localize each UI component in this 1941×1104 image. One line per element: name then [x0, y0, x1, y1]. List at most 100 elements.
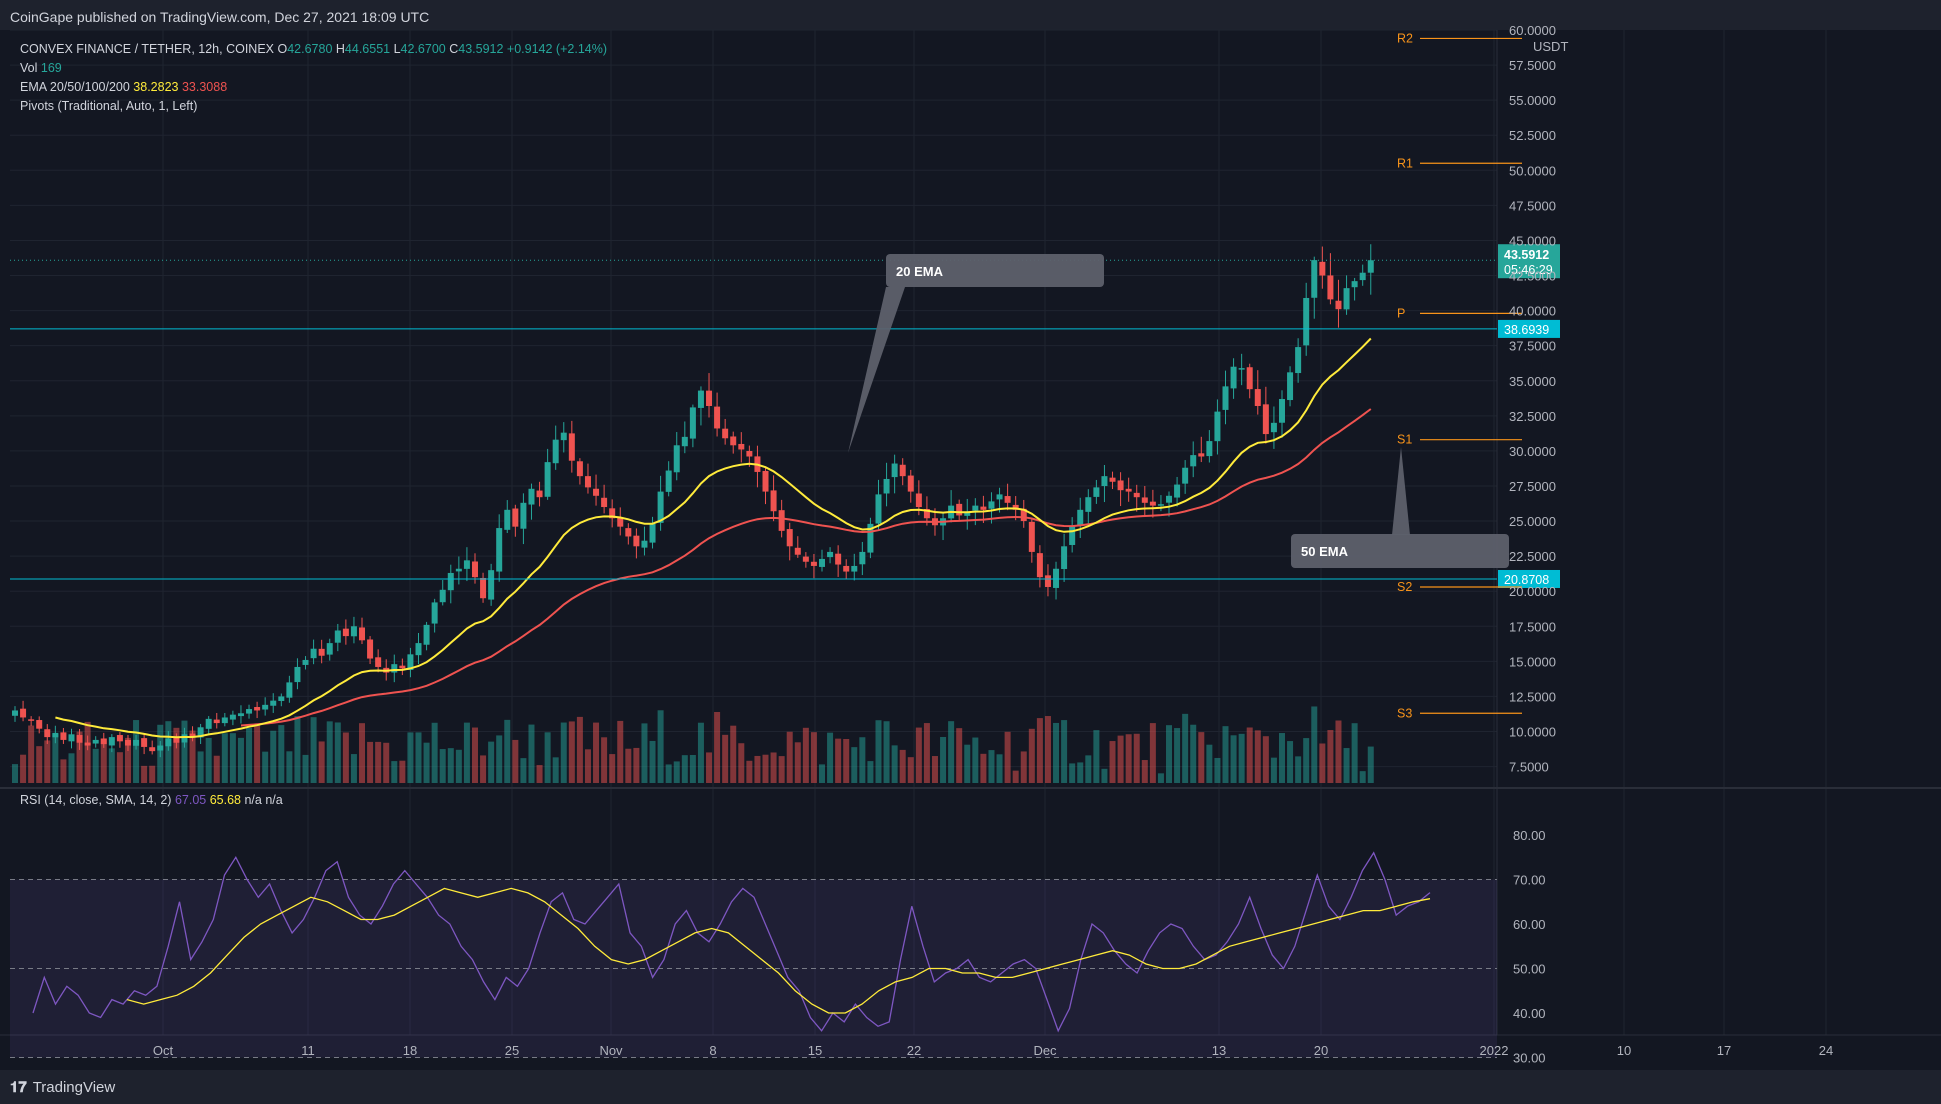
candle-body [1174, 484, 1181, 498]
volume-bar [181, 720, 188, 783]
volume-bar [262, 751, 269, 783]
callout-50-ema-box [1291, 534, 1509, 568]
volume-bar [36, 746, 43, 783]
volume-bar [778, 756, 785, 783]
candle-body [141, 738, 148, 747]
candle-body [12, 710, 18, 716]
volume-bar [1278, 733, 1285, 783]
level-tag [1498, 569, 1560, 588]
candle [875, 479, 882, 531]
candle [964, 498, 971, 530]
volume-bar [488, 741, 495, 783]
volume-bar [350, 754, 357, 783]
volume-bar [633, 747, 640, 783]
volume-bar [1069, 763, 1076, 783]
candle-body [730, 436, 737, 446]
candle [552, 425, 559, 470]
price-unit-label: USDT [1533, 39, 1568, 54]
volume-bar [1174, 728, 1181, 783]
volume-bar [423, 742, 430, 783]
volume-bar [536, 765, 543, 783]
candle-body [956, 503, 963, 516]
candle-body [786, 529, 793, 547]
volume-bar [1295, 756, 1302, 783]
volume-bar [447, 748, 454, 783]
candle-body [173, 737, 180, 743]
volume-bar [141, 765, 148, 783]
candle [270, 693, 277, 713]
candle [714, 392, 721, 437]
candle-body [1198, 453, 1205, 457]
volume-bar [326, 721, 333, 783]
price-tick-label: 47.5000 [1509, 198, 1556, 213]
legend-pivots-row[interactable]: Pivots (Traditional, Auto, 1, Left) [20, 97, 607, 116]
candle-body [528, 488, 535, 505]
candle [447, 564, 454, 604]
candle [560, 422, 567, 453]
time-tick-label: Oct [153, 1043, 174, 1058]
candle-body [972, 505, 979, 511]
volume-bar [1085, 755, 1092, 783]
candle-body [213, 719, 220, 724]
candle [851, 553, 858, 581]
price-tick-label: 10.0000 [1509, 725, 1556, 740]
volume-bar [641, 723, 648, 783]
candle-body [1125, 488, 1132, 492]
candle-body [359, 627, 366, 641]
candle-body [1246, 367, 1253, 390]
close-label: C [449, 42, 459, 56]
tradingview-logo[interactable]: 𝟏𝟕 TradingView [10, 1078, 115, 1096]
candle [770, 475, 777, 522]
rsi-tick-label: 30.00 [1513, 1051, 1546, 1066]
candle [1270, 406, 1277, 449]
candle [246, 704, 253, 719]
candle [60, 727, 67, 744]
candle [1182, 460, 1189, 494]
candle-body [1206, 441, 1213, 457]
price-tick-label: 27.5000 [1509, 479, 1556, 494]
price-tick-label: 60.0000 [1509, 23, 1556, 38]
volume-bar [794, 742, 801, 783]
candle [157, 740, 164, 758]
candle-body [181, 734, 188, 743]
candle [584, 463, 591, 494]
candle [504, 500, 511, 534]
volume-bar [1053, 722, 1060, 783]
candle [367, 636, 374, 664]
volume-bar [1262, 736, 1269, 783]
volume-bar [1109, 741, 1116, 783]
volume-bar [972, 737, 979, 783]
legend-volume-row[interactable]: Vol 169 [20, 59, 607, 78]
volume-bar [1044, 716, 1051, 783]
rsi-legend[interactable]: RSI (14, close, SMA, 14, 2) 67.05 65.68 … [20, 793, 283, 807]
candle [350, 616, 357, 644]
volume-bar [697, 722, 704, 783]
volume-bar [342, 732, 349, 783]
candle-body [722, 428, 729, 439]
time-tick-label: 24 [1819, 1043, 1833, 1058]
volume-bar [819, 764, 825, 783]
volume-bar [996, 754, 1003, 783]
legend-symbol-row: CONVEX FINANCE / TETHER, 12h, COINEX O42… [20, 40, 607, 59]
pivot-label-S2: S2 [1397, 580, 1412, 594]
candle [722, 418, 729, 445]
symbol-title[interactable]: CONVEX FINANCE / TETHER, 12h, COINEX [20, 42, 274, 56]
volume-bar [601, 737, 608, 783]
candle [956, 499, 963, 520]
candle [391, 654, 398, 683]
candle-body [302, 659, 309, 665]
candle [229, 710, 236, 726]
candle-body [1262, 404, 1269, 435]
candle [1036, 545, 1043, 588]
candle [649, 516, 656, 549]
volume-bar [1351, 723, 1358, 783]
legend-ema-row[interactable]: EMA 20/50/100/200 38.2823 33.3088 [20, 78, 607, 97]
candle [1044, 564, 1051, 597]
candle-body [488, 570, 495, 600]
candle-body [1367, 260, 1374, 273]
volume-bar [1166, 725, 1173, 783]
volume-bar [859, 737, 866, 783]
candle-body [794, 547, 801, 555]
candle [609, 499, 616, 528]
